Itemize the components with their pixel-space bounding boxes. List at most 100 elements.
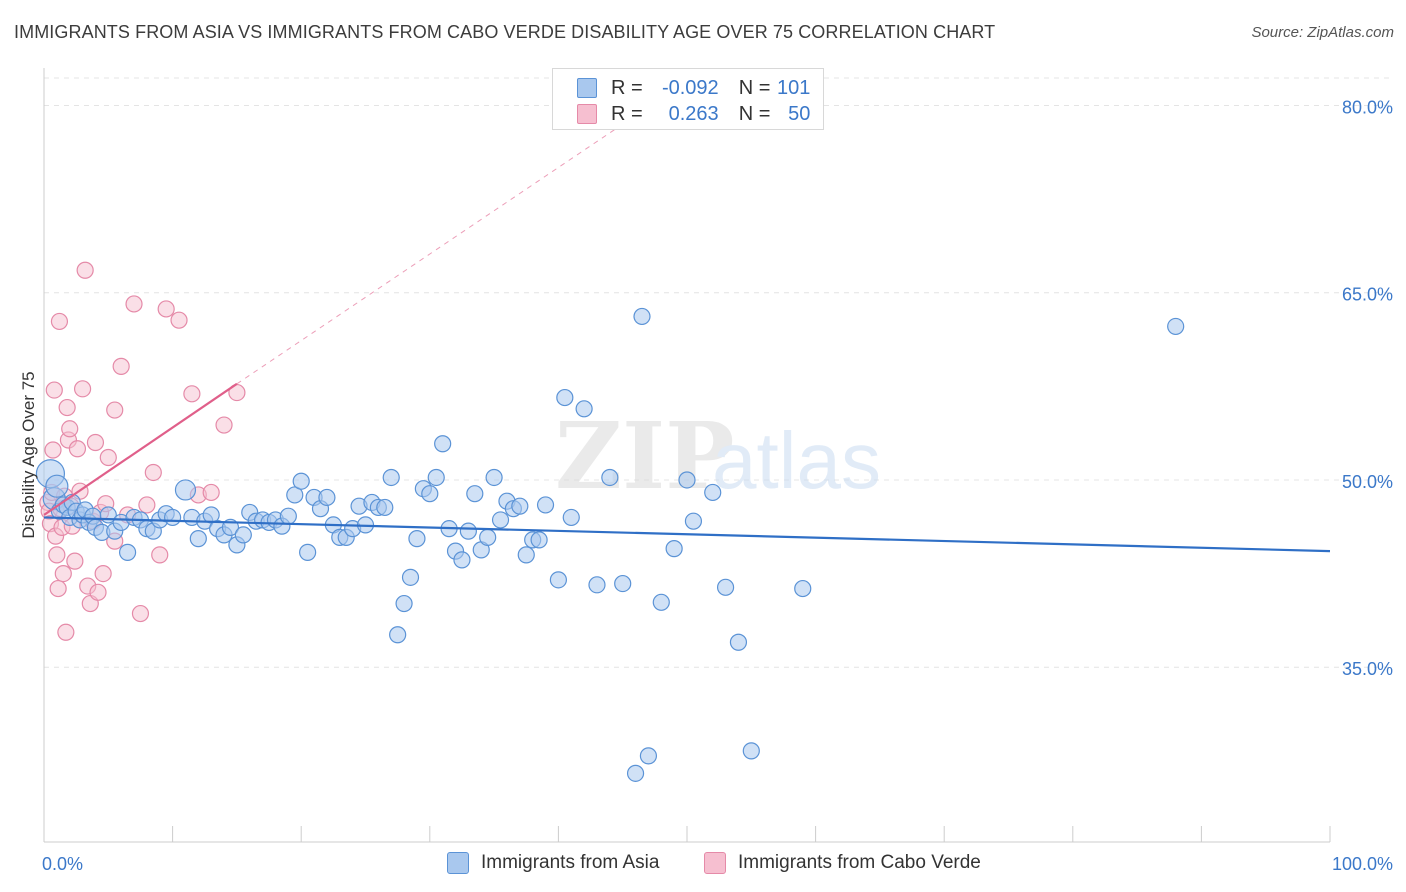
asia-point [556,388,574,407]
asia-point [588,576,606,594]
asia-point [459,522,477,540]
asia-point [164,508,182,527]
cabo-point [183,385,201,403]
asia-point [401,568,420,586]
asia-point [511,497,529,515]
legend-n-label: N = [738,76,771,99]
asia-point [453,551,471,569]
legend-r-label: R = [611,102,643,125]
asia-point [376,498,394,517]
cabo-point [50,312,69,331]
legend-n-value: 50 [788,102,811,125]
asia-point [684,512,703,530]
correlation-legend: R = -0.092 N = 101 R = 0.263 N = 50 [552,68,824,130]
asia-point [794,579,812,598]
cabo-swatch [704,852,726,874]
asia-points [35,307,1185,782]
asia-trend-line [43,516,1331,553]
x-tick-label: 0.0% [42,854,83,874]
asia-point [491,511,510,529]
cabo-point [58,398,76,417]
legend-item-label: Immigrants from Cabo Verde [738,852,981,873]
cabo-point [48,546,66,564]
asia-point [562,508,580,527]
grid-layer [44,77,1392,668]
asia-point [279,507,297,525]
asia-point [395,594,413,613]
axis-layer [43,68,1331,843]
legend-item-cabo[interactable]: Immigrants from Cabo Verde [704,852,981,874]
cabo-point [125,295,143,313]
cabo-point [202,483,220,502]
cabo-point [215,416,233,434]
asia-point [234,526,252,544]
chart-source: Source: ZipAtlas.com [1251,24,1394,41]
legend-item-label: Immigrants from Asia [481,852,660,873]
cabo-verde-points [39,261,246,641]
legend-row-asia: R = -0.092 N = 101 [577,76,810,100]
cabo-point [99,448,117,467]
cabo-point [76,261,94,279]
legend-row-cabo: R = 0.263 N = 50 [577,102,810,126]
asia-point [286,486,304,504]
legend-item-asia[interactable]: Immigrants from Asia [447,852,659,874]
cabo-point [61,420,79,438]
asia-point [536,496,555,514]
asia-point [292,472,310,490]
tick-label-layer: 80.0% 65.0% 50.0% 35.0% 0.0% 100.0% [42,97,1393,874]
asia-point [118,543,137,561]
asia-point [434,435,452,453]
cabo-point [170,311,188,329]
asia-point [479,528,497,546]
asia-point [633,307,651,326]
cabo-point [66,552,84,570]
asia-point [517,546,535,564]
asia-point [729,633,748,651]
cabo-point [89,583,107,601]
cabo-point [49,579,67,598]
legend-r-label: R = [611,76,643,99]
legend-n-label: N = [738,102,771,125]
asia-point [299,543,317,561]
asia-point [626,764,645,782]
asia-point [202,506,220,524]
cabo-point [86,433,105,452]
watermark-atlas: atlas [712,416,881,505]
asia-point [652,593,670,611]
asia-point [174,479,197,501]
asia-point [189,530,207,548]
cabo-point [151,546,169,564]
cabo-point [157,300,175,318]
asia-point [389,626,407,644]
asia-point [704,483,722,502]
y-tick-label: 65.0% [1342,285,1393,305]
asia-point [466,485,484,503]
asia-point [421,485,439,503]
asia-point [742,742,760,760]
legend-r-value: 0.263 [668,102,719,125]
asia-point [549,571,568,589]
asia-point [530,531,548,549]
cabo-point [45,381,63,399]
cabo-point [112,357,130,375]
asia-swatch [577,78,597,98]
cabo-point [144,463,162,482]
asia-swatch [447,852,469,874]
series-legend: Immigrants from Asia Immigrants from Cab… [0,852,1406,878]
cabo-point [138,496,156,514]
y-tick-label: 35.0% [1342,659,1393,679]
asia-point [382,468,400,487]
cabo-point [131,604,150,623]
asia-point [485,468,503,487]
asia-point [614,574,632,593]
asia-point [427,468,445,487]
asia-point [575,400,593,418]
cabo-point [54,564,72,583]
cabo-point [73,380,92,398]
y-tick-label: 50.0% [1342,472,1393,492]
cabo-point [44,441,62,459]
asia-point [601,468,619,487]
cabo-point [57,623,75,641]
cabo-point [106,401,124,419]
